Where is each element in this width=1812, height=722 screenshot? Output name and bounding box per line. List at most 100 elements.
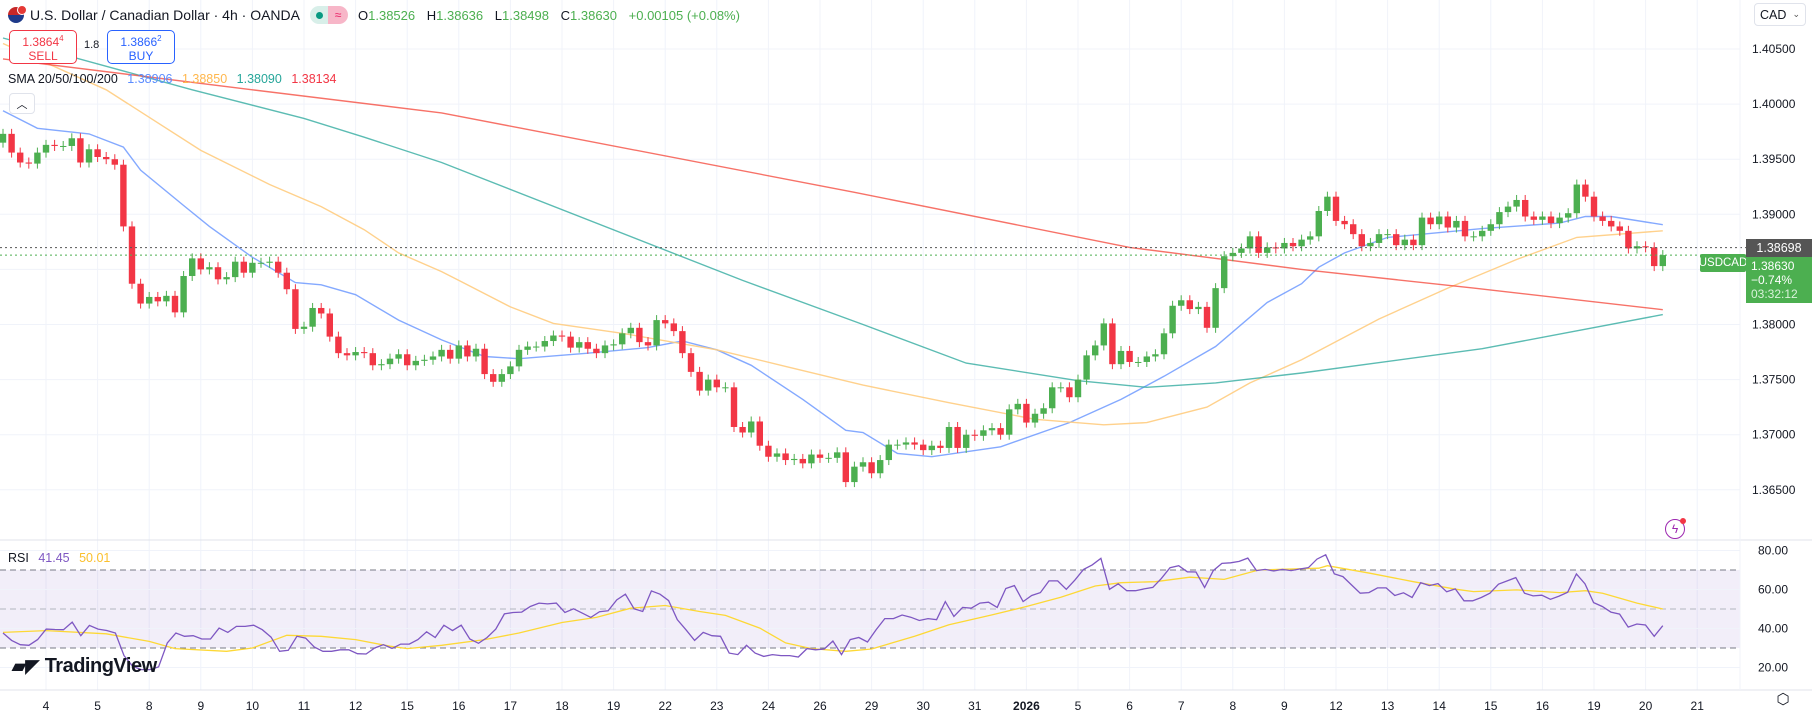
- candle: [644, 337, 652, 351]
- candle: [1307, 231, 1314, 245]
- candle: [34, 147, 41, 169]
- sell-price-main: 1.3864: [22, 34, 60, 49]
- symbol-title[interactable]: U.S. Dollar / Canadian Dollar · 4h · OAN…: [30, 7, 300, 23]
- candle: [1444, 211, 1451, 233]
- candle-body: [1410, 239, 1417, 246]
- x-tick-label: 9: [1281, 699, 1288, 713]
- candle: [1178, 295, 1185, 311]
- candle-body: [825, 457, 832, 459]
- settings-icon[interactable]: ⬡: [1776, 691, 1790, 708]
- candle: [1461, 215, 1469, 242]
- candle-body: [1418, 217, 1426, 246]
- candle-body: [309, 307, 316, 327]
- candle: [240, 256, 247, 278]
- currency-select[interactable]: CAD ⌄: [1754, 3, 1806, 26]
- sell-label: SELL: [28, 48, 58, 63]
- candle-body: [1264, 247, 1271, 253]
- candle-body: [1625, 230, 1632, 249]
- candle: [765, 440, 772, 462]
- candle-body: [1461, 220, 1469, 237]
- lightning-icon[interactable]: ϟ: [1665, 518, 1686, 539]
- price-tick-label: 1.39500: [1752, 152, 1796, 166]
- x-tick-label: 2026: [1013, 699, 1040, 713]
- candle-body: [103, 156, 110, 160]
- candle: [515, 344, 523, 372]
- candle: [378, 359, 385, 371]
- candle-body: [713, 379, 720, 388]
- candle: [773, 448, 781, 462]
- buy-button[interactable]: 1.38662 BUY: [107, 30, 175, 64]
- rsi-line: [2, 553, 1664, 671]
- candle: [567, 331, 574, 353]
- candle-body: [1092, 345, 1099, 356]
- candle-body: [1582, 184, 1589, 197]
- x-tick-label: 11: [298, 699, 311, 713]
- candle-body: [920, 444, 927, 451]
- rsi-ma-line: [2, 565, 1663, 652]
- candle-body: [472, 348, 480, 357]
- market-status[interactable]: ≈: [310, 6, 348, 24]
- tradingview-logo[interactable]: ▰◤ TradingView: [12, 655, 157, 678]
- sma50-value: 1.38850: [181, 72, 228, 86]
- x-tick-label: 12: [349, 699, 363, 713]
- candle-body: [34, 152, 41, 164]
- candle: [1092, 340, 1099, 361]
- candle-body: [1556, 217, 1563, 224]
- candle: [679, 326, 686, 359]
- buy-price-pip: 2: [157, 33, 162, 43]
- candle: [1126, 345, 1133, 367]
- candle: [1083, 350, 1090, 385]
- candle-body: [283, 272, 290, 290]
- collapse-legend-button[interactable]: ︿: [9, 93, 35, 114]
- candle-body: [1169, 305, 1176, 334]
- candle-body: [137, 283, 144, 304]
- candle-body: [902, 442, 910, 445]
- x-tick-label: 12: [1329, 699, 1343, 713]
- candle-body: [120, 164, 127, 227]
- candle-body: [945, 426, 953, 448]
- close-label: C: [560, 7, 571, 23]
- candle: [1246, 231, 1254, 254]
- candle: [834, 447, 841, 463]
- candle-body: [85, 149, 93, 163]
- sell-button[interactable]: 1.38644 SELL: [9, 30, 77, 64]
- candle: [1470, 231, 1477, 242]
- candle-body: [980, 430, 987, 436]
- candle: [1298, 234, 1305, 252]
- x-tick-label: 5: [94, 699, 101, 713]
- candle: [1057, 382, 1064, 393]
- candle-body: [679, 331, 686, 354]
- candle: [1565, 208, 1572, 223]
- candle: [1522, 194, 1529, 222]
- candle-body: [653, 320, 660, 346]
- candle-body: [335, 336, 342, 354]
- candles: [0, 128, 1666, 488]
- sma-legend[interactable]: SMA 20/50/100/200 1.38906 1.38850 1.3809…: [8, 72, 343, 86]
- candle: [1427, 212, 1434, 230]
- candle-body: [498, 374, 505, 382]
- candle: [920, 439, 927, 456]
- low-value: 1.38498: [502, 7, 549, 23]
- candle-body: [240, 261, 247, 273]
- candle-body: [1307, 236, 1314, 240]
- ohlc-legend: O1.38526 H1.38636 L1.38498 C1.38630 +0.0…: [358, 8, 748, 23]
- price-tick-label: 1.37000: [1752, 428, 1796, 442]
- candle-body: [868, 462, 875, 474]
- candle: [326, 308, 333, 342]
- candle: [369, 348, 376, 371]
- candle-body: [1565, 213, 1572, 218]
- candle-body: [1530, 216, 1537, 220]
- candle-body: [189, 258, 196, 277]
- sma200-line: [2, 58, 1663, 311]
- sell-price-pip: 4: [59, 33, 64, 43]
- candle-body: [352, 352, 359, 356]
- candle-body: [1444, 216, 1451, 228]
- spread-value: 1.8: [84, 39, 100, 51]
- candle-body: [438, 349, 445, 357]
- candle-body: [541, 341, 548, 347]
- candle-body: [1384, 234, 1391, 236]
- candle: [1453, 215, 1460, 233]
- rsi-legend[interactable]: RSI 41.45 50.01: [8, 551, 116, 565]
- candle: [1281, 237, 1288, 254]
